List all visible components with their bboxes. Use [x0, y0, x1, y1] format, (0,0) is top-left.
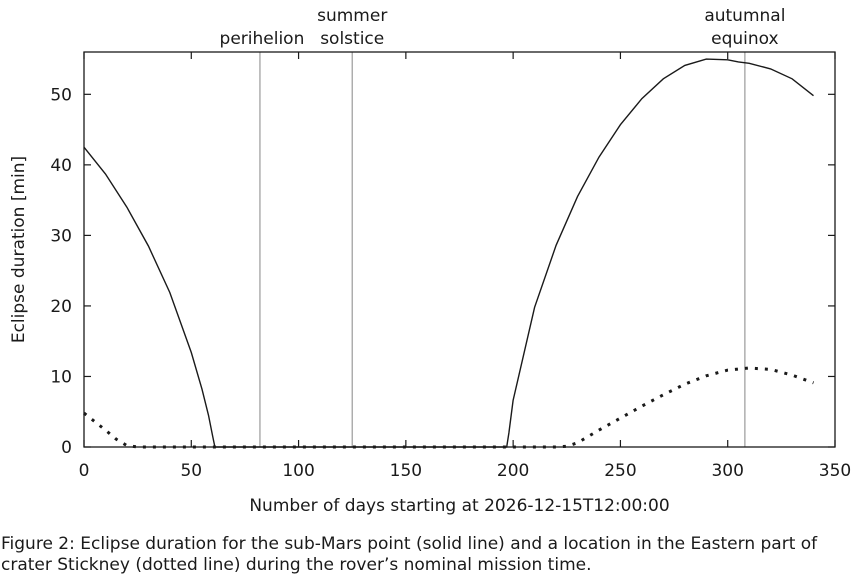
annotation-label: perihelion [220, 29, 305, 49]
y-tick-label: 30 [50, 226, 72, 246]
annotation-label: autumnal [704, 6, 785, 26]
eclipse-duration-chart: 0 50 100 150 200 250 300 350 0 10 20 30 40 50 Number o… [9, 6, 851, 516]
x-tick-label: 250 [604, 461, 636, 481]
y-axis-label: Eclipse duration [min] [9, 156, 29, 343]
y-tick-label: 20 [50, 297, 72, 317]
plot-frame [83, 51, 836, 448]
y-tick-label: 40 [50, 156, 72, 176]
annotation-label: summer [317, 6, 387, 26]
x-tick-label: 100 [282, 461, 314, 481]
x-tick-label: 50 [180, 461, 202, 481]
annotation-label: solstice [320, 29, 384, 49]
x-tick-label: 150 [390, 461, 422, 481]
x-tick-label: 300 [711, 461, 743, 481]
figure-caption: Figure 2: Eclipse duration for the sub-M… [1, 534, 818, 575]
y-tick-label: 10 [50, 367, 72, 387]
y-tick-label: 50 [50, 85, 72, 105]
x-tick-label: 200 [497, 461, 529, 481]
series-line-solid [83, 58, 814, 448]
x-tick-label: 350 [819, 461, 851, 481]
series-line-dotted [83, 366, 815, 449]
y-tick-label: 0 [61, 438, 72, 458]
annotation-label: equinox [711, 29, 778, 49]
x-tick-label: 0 [79, 461, 90, 481]
x-axis-label: Number of days starting at 2026-12-15T12… [249, 496, 669, 516]
